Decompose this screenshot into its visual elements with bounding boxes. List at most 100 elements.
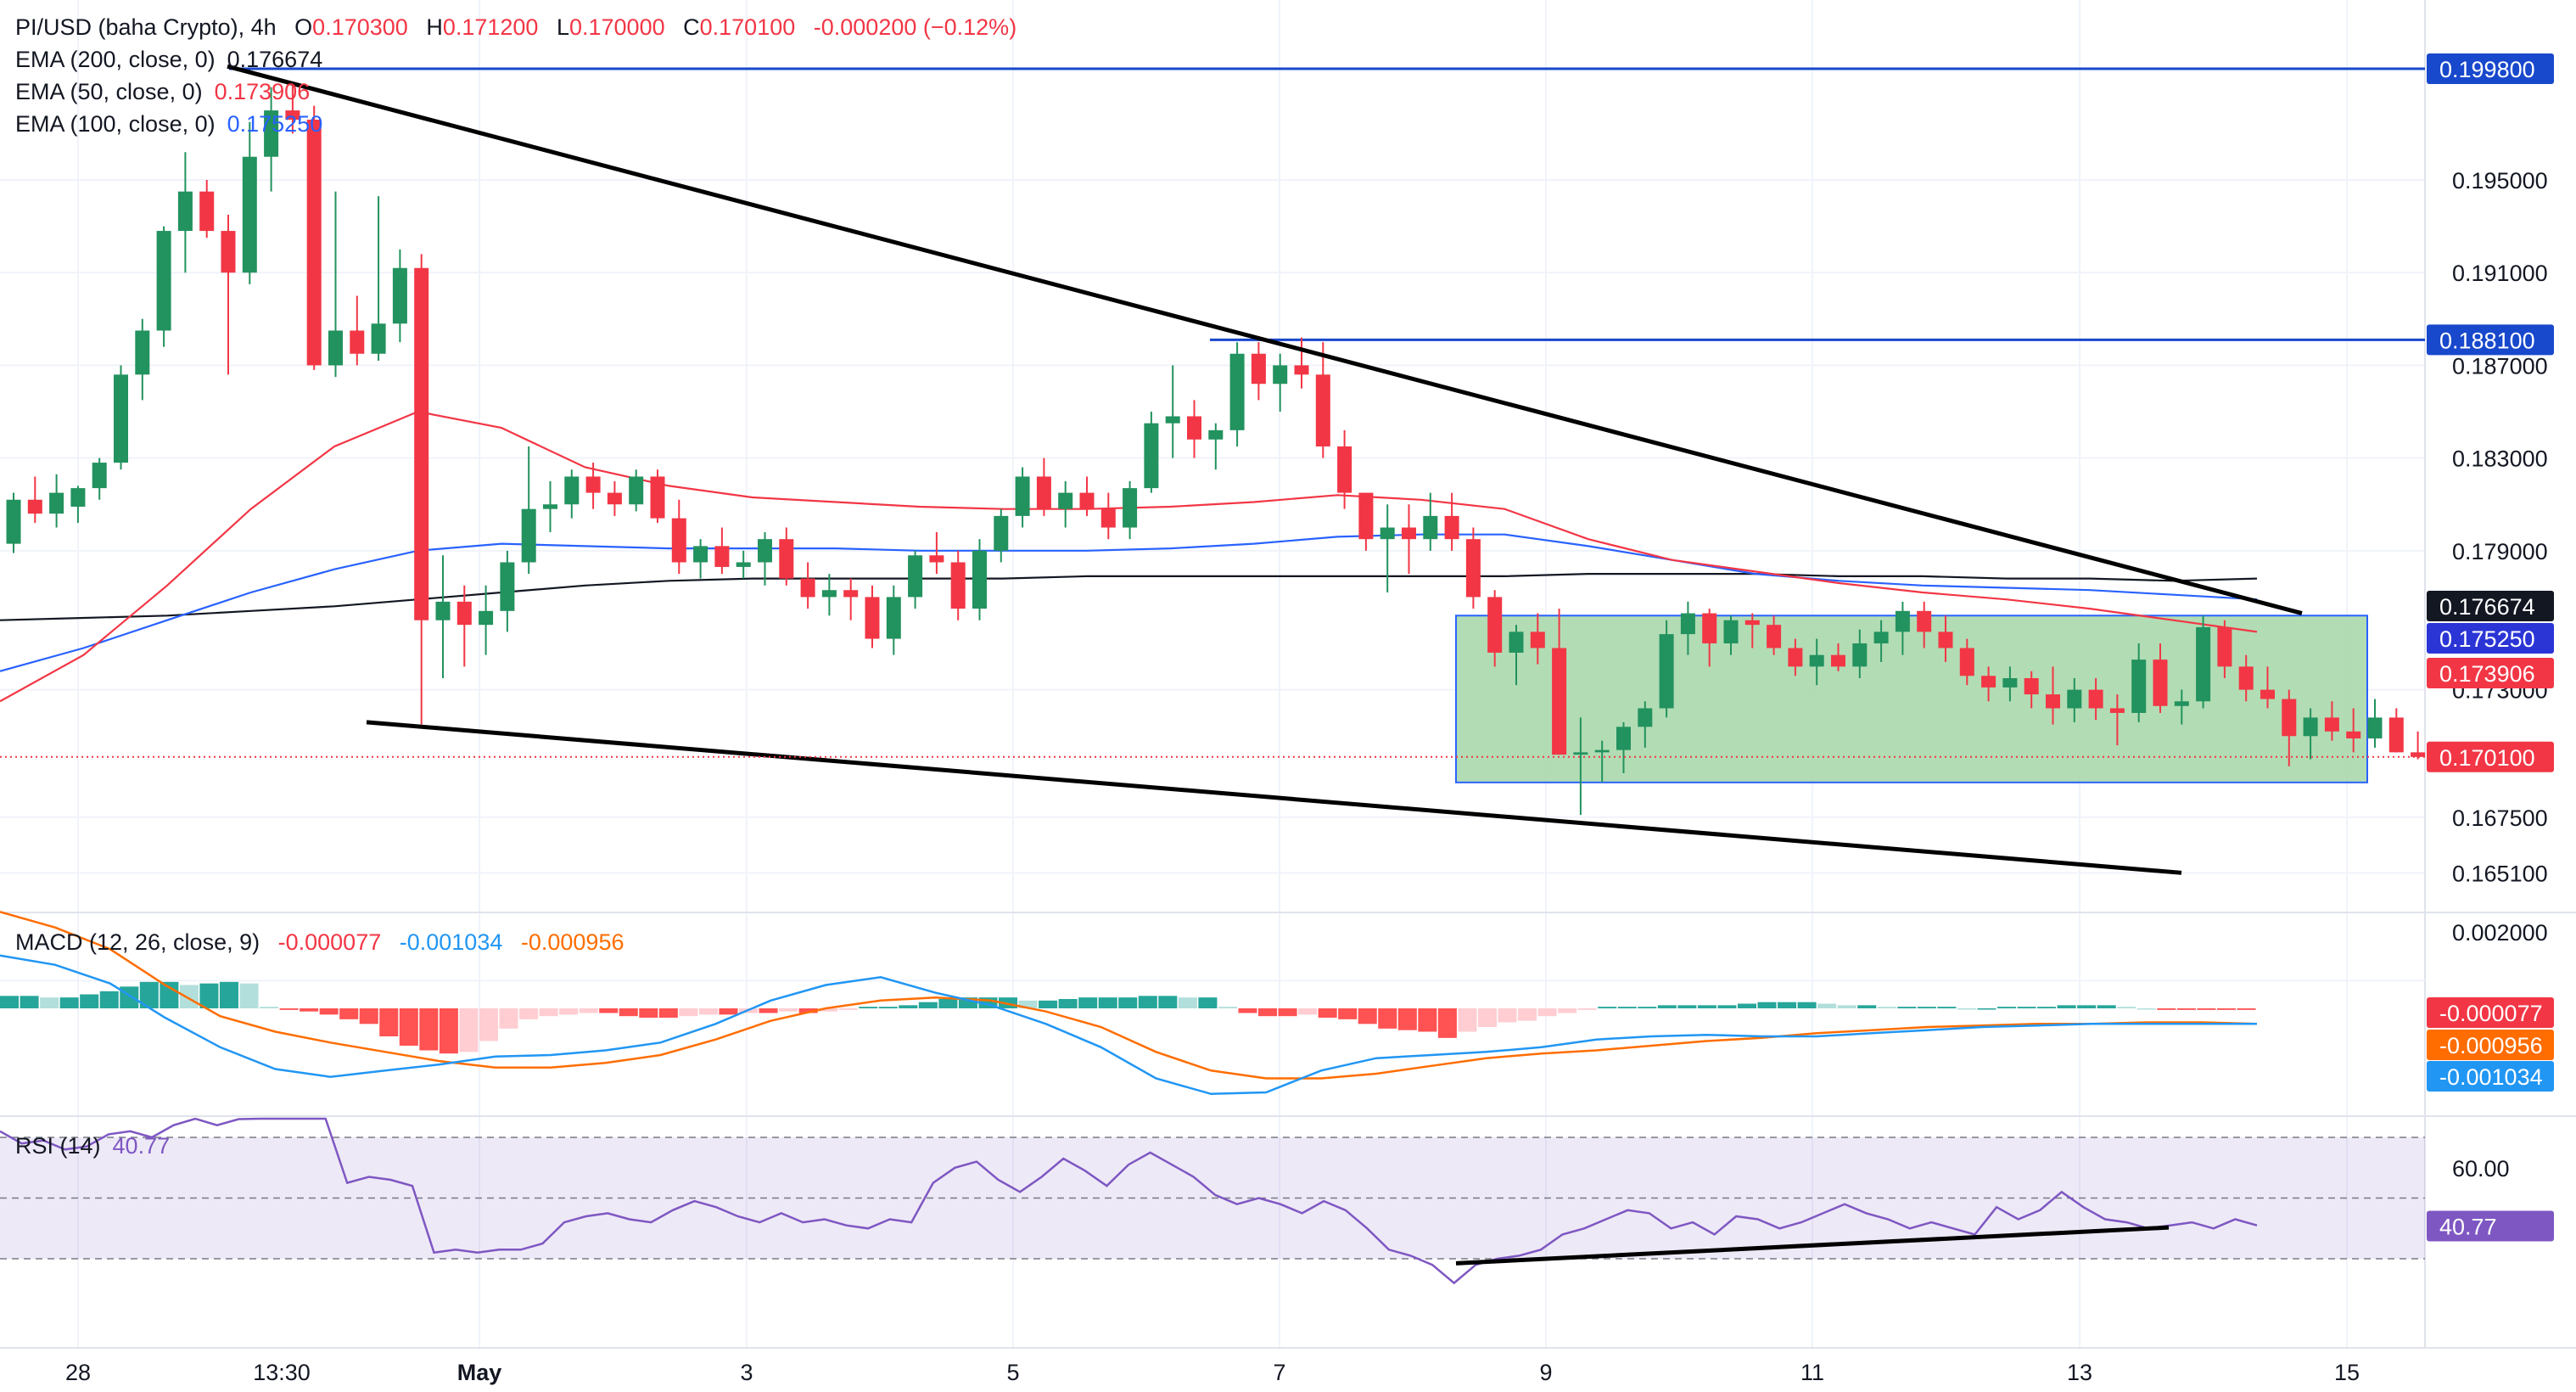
lower-trendline[interactable]	[366, 720, 2182, 875]
candle[interactable]	[2260, 666, 2275, 709]
candle[interactable]	[156, 226, 171, 347]
candle[interactable]	[27, 476, 42, 524]
candle[interactable]	[1273, 353, 1288, 413]
candle[interactable]	[1638, 701, 1653, 748]
rsi-legend[interactable]: RSI (14) 40.77	[15, 1131, 182, 1161]
macd-signal-line[interactable]	[0, 911, 2258, 1080]
candle[interactable]	[328, 191, 343, 378]
candle[interactable]	[70, 486, 86, 524]
candle[interactable]	[1981, 666, 1996, 702]
candle[interactable]	[414, 254, 429, 725]
range-box[interactable]	[1455, 615, 2368, 783]
candle[interactable]	[2067, 677, 2082, 722]
candle[interactable]	[264, 87, 279, 192]
candle[interactable]	[543, 480, 557, 532]
candle[interactable]	[135, 318, 150, 401]
rsi-support-trendline[interactable]	[1455, 1225, 2170, 1266]
candle[interactable]	[1208, 423, 1224, 470]
candle[interactable]	[500, 550, 515, 632]
candle[interactable]	[2153, 643, 2168, 713]
candle[interactable]	[1723, 615, 1739, 655]
candle[interactable]	[1123, 480, 1138, 540]
candle[interactable]	[2282, 689, 2297, 766]
macd-legend[interactable]: MACD (12, 26, close, 9) -0.000077 -0.001…	[15, 927, 636, 957]
candle[interactable]	[994, 508, 1009, 563]
candle[interactable]	[1702, 609, 1717, 667]
candle[interactable]	[1058, 480, 1073, 528]
candle[interactable]	[285, 82, 300, 134]
candle[interactable]	[92, 457, 107, 500]
candle[interactable]	[1552, 609, 1567, 755]
ema200-line[interactable]	[0, 572, 2258, 621]
candle[interactable]	[886, 585, 901, 655]
candle[interactable]	[1809, 638, 1824, 686]
candle[interactable]	[1873, 620, 1889, 662]
price-pane[interactable]	[0, 64, 2426, 875]
candle[interactable]	[242, 121, 257, 284]
candle[interactable]	[671, 499, 686, 575]
candle[interactable]	[2046, 666, 2060, 725]
candle[interactable]	[1788, 638, 1803, 676]
candle[interactable]	[1744, 613, 1760, 648]
candle[interactable]	[843, 578, 859, 620]
candle[interactable]	[2324, 701, 2339, 741]
candle[interactable]	[371, 196, 386, 361]
candle[interactable]	[1315, 342, 1330, 458]
candle[interactable]	[1015, 467, 1030, 528]
candle[interactable]	[1917, 601, 1932, 648]
candle[interactable]	[1938, 615, 1953, 662]
candle[interactable]	[1229, 342, 1245, 446]
candle[interactable]	[479, 585, 494, 655]
candle[interactable]	[1573, 717, 1588, 816]
candle[interactable]	[199, 180, 215, 239]
candle[interactable]	[6, 492, 21, 553]
upper-trendline[interactable]	[227, 64, 2303, 615]
candle[interactable]	[1659, 620, 1674, 718]
ema100-line[interactable]	[0, 533, 2258, 672]
candle[interactable]	[1036, 457, 1051, 516]
candle[interactable]	[306, 105, 322, 370]
candle[interactable]	[2109, 694, 2125, 746]
candle[interactable]	[1423, 492, 1438, 551]
candle[interactable]	[49, 474, 64, 528]
candle[interactable]	[693, 539, 708, 579]
candle[interactable]	[1144, 412, 1159, 493]
candle[interactable]	[1616, 721, 1631, 773]
candle[interactable]	[2088, 677, 2103, 721]
candle[interactable]	[1358, 492, 1374, 551]
candle[interactable]	[2024, 671, 2039, 709]
candle[interactable]	[2411, 731, 2426, 760]
rsi-pane[interactable]	[0, 1117, 2425, 1285]
rsi-line[interactable]	[0, 1117, 2258, 1285]
candle[interactable]	[800, 562, 815, 609]
ema100-legend[interactable]: EMA (100, close, 0) 0.175250	[15, 109, 334, 139]
candle[interactable]	[221, 214, 236, 375]
candle[interactable]	[2238, 654, 2254, 702]
candle[interactable]	[650, 469, 665, 524]
candle[interactable]	[1509, 625, 1524, 686]
candle[interactable]	[1831, 643, 1845, 671]
candle[interactable]	[607, 480, 622, 516]
candle[interactable]	[177, 152, 193, 273]
candle[interactable]	[456, 585, 472, 667]
candle[interactable]	[1895, 601, 1910, 655]
ema50-legend[interactable]: EMA (50, close, 0) 0.173906	[15, 76, 322, 107]
candle[interactable]	[629, 469, 644, 512]
candle[interactable]	[2217, 620, 2232, 678]
candle[interactable]	[865, 585, 880, 648]
ema200-legend[interactable]: EMA (200, close, 0) 0.176674	[15, 44, 334, 75]
candle[interactable]	[929, 531, 944, 575]
candle[interactable]	[972, 539, 987, 620]
candle[interactable]	[1465, 527, 1481, 609]
candle[interactable]	[1380, 504, 1395, 592]
candle[interactable]	[435, 555, 451, 678]
candle[interactable]	[1767, 615, 1782, 655]
candle[interactable]	[1680, 601, 1695, 655]
candle[interactable]	[908, 550, 923, 609]
candle[interactable]	[585, 463, 601, 509]
candle[interactable]	[1852, 629, 1868, 678]
candle[interactable]	[392, 249, 407, 343]
macd-line[interactable]	[0, 954, 2257, 1096]
candle[interactable]	[564, 469, 580, 519]
